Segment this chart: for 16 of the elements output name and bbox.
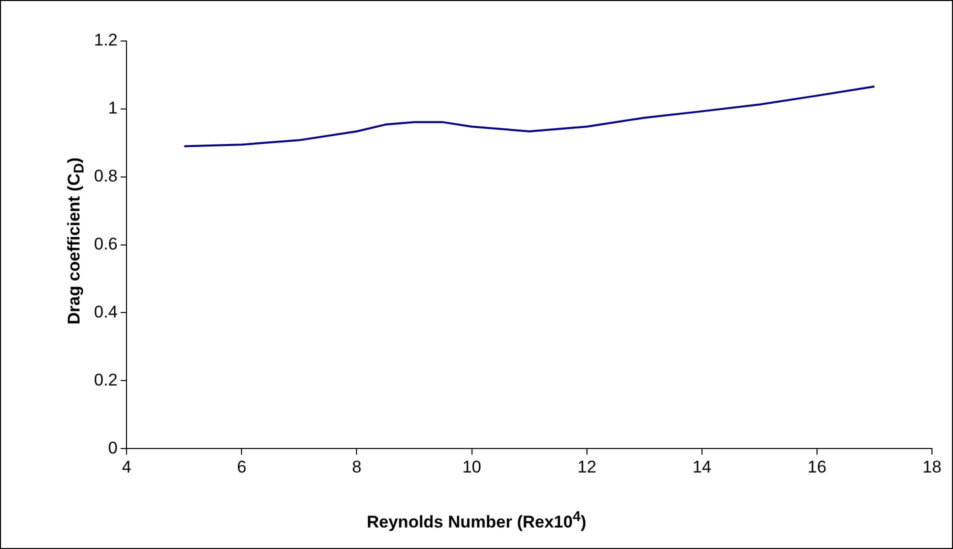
y-tick-label: 0.8	[94, 166, 118, 186]
x-tick-label: 16	[807, 457, 826, 476]
y-tick-label: 0.2	[94, 370, 118, 390]
x-tick-label: 14	[692, 457, 712, 476]
x-tick-label: 6	[236, 457, 246, 476]
y-tick-label: 0.4	[94, 302, 118, 322]
x-axis-title: Reynolds Number (Rex10$^{4}$)	[366, 509, 588, 533]
x-tick-label: 8	[352, 457, 362, 476]
y-tick-label: 0.6	[94, 234, 118, 254]
y-tick-label: 1	[108, 98, 118, 118]
y-tick-label: 0	[108, 438, 118, 458]
x-tick-label: 10	[462, 457, 482, 476]
x-tick-label: 4	[122, 457, 132, 476]
x-tick-label: 18	[922, 457, 942, 476]
y-tick-label: 1.2	[94, 30, 118, 50]
x-tick-label: 12	[577, 457, 596, 476]
